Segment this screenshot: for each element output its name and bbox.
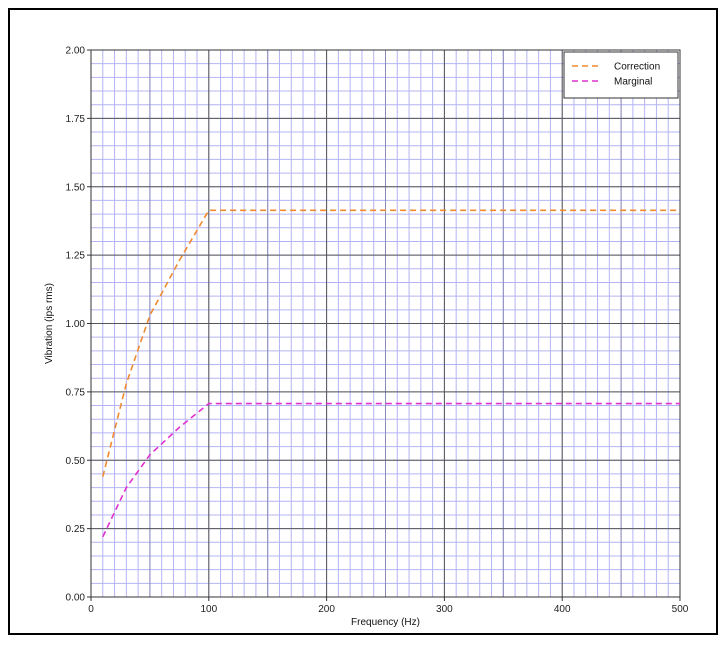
series-line-correction [102,209,680,477]
legend-box [563,51,679,99]
y-tick-label: 0.25 [66,524,86,535]
x-tick-label: 100 [200,604,217,615]
vibration-chart: 0 100 200 300 400 500 0.00 0.25 0.50 0.75 1.00 1.2… [44,46,689,629]
legend-label-correction: Correction [614,62,660,73]
x-tick-label: 200 [318,604,335,615]
y-tick-label: 1.50 [66,182,86,193]
y-tick-label: 0.50 [66,456,86,467]
y-tick-label: 1.00 [66,319,86,330]
series-line-marginal [102,402,680,538]
y-tick-label: 1.75 [66,114,86,125]
x-axis-title: Frequency (Hz) [351,617,420,628]
y-axis-title: Vibration (ips rms) [44,283,55,364]
y-tick-label: 2.00 [66,46,86,57]
x-tick-label: 0 [88,604,94,615]
chart-frame: 0 100 200 300 400 500 0.00 0.25 0.50 0.75 1.00 1.2… [8,8,718,635]
y-axis-ticks: 0.00 0.25 0.50 0.75 1.00 1.25 1.50 1.75 2.00 [66,46,91,604]
y-tick-label: 1.25 [66,251,86,262]
y-tick-label: 0.75 [66,387,86,398]
series-layer [102,209,680,538]
y-tick-label: 0.00 [66,593,86,604]
x-axis-ticks: 0 100 200 300 400 500 [88,597,689,615]
x-tick-label: 300 [436,604,453,615]
legend-label-marginal: Marginal [614,77,652,88]
x-tick-label: 400 [554,604,571,615]
legend: Correction Marginal [563,51,679,99]
x-tick-label: 500 [672,604,689,615]
